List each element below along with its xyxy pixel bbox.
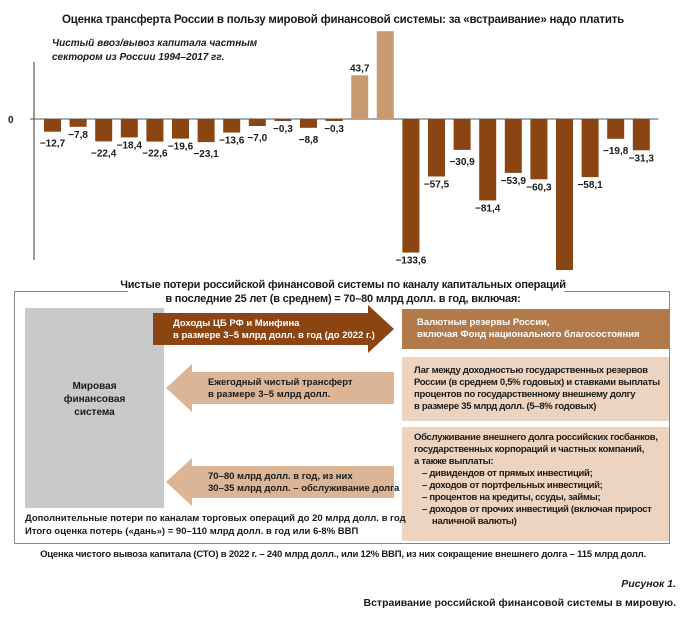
bar-1994	[44, 119, 61, 132]
bar-value-label-2001: −13,6	[219, 136, 245, 147]
bar-1996	[95, 119, 113, 142]
arrow-left-net-transfer	[166, 364, 394, 412]
trade-losses-note: Дополнительные потери по каналам торговы…	[25, 513, 406, 524]
arrow-right-cb-income	[153, 305, 394, 353]
bar-1997	[120, 119, 138, 138]
bar-2004	[300, 119, 317, 128]
arrow1-line-2: в размере 3–5 млрд долл. в год (до 2022 …	[173, 330, 375, 341]
bar-value-label-1999: −19,6	[168, 142, 194, 153]
bar-2009	[428, 119, 445, 177]
bar-2006	[351, 75, 369, 119]
bar-value-label-2012: −53,9	[501, 176, 527, 187]
frame-border-right	[564, 291, 670, 292]
box2-line-1: Лаг между доходностью государственных ре…	[414, 365, 648, 376]
bar-value-label-1994: −12,7	[40, 139, 66, 150]
world-system-line-2: финансовая	[63, 394, 126, 405]
losses-note: Дополнительные потери по каналам торговы…	[25, 512, 406, 538]
world-system-line-3: система	[74, 407, 115, 418]
bar-value-label-1995: −7,8	[68, 130, 88, 141]
bar-2017	[632, 119, 650, 151]
box3-intro-line-1: Обслуживание внешнего долга российских г…	[414, 432, 658, 443]
box2-line-4: в размере 35 млрд долл. (5–8% годовых)	[414, 401, 597, 412]
bar-value-label-2011: −81,4	[475, 203, 501, 214]
arrow2-line-1: Ежегодный чистый трансферт	[208, 377, 353, 388]
list-item: – процентов на кредиты, ссуды, займы;	[422, 492, 601, 503]
bar-value-label-2002: −7,0	[247, 133, 267, 144]
box3-intro-line-3: а также выплаты:	[414, 456, 494, 467]
bar-value-label-2006: 43,7	[350, 63, 370, 74]
bar-2011	[479, 119, 497, 201]
list-item: – доходов от прочих инвестиций (включая …	[422, 504, 652, 527]
bar-2000	[197, 119, 215, 143]
world-financial-system-label: Мировая финансовая система	[25, 380, 164, 419]
payments-list: – дивидендов от прямых инвестиций; – дох…	[414, 468, 657, 528]
bar-value-label-2000: −23,1	[193, 149, 219, 160]
list-item: – дивидендов от прямых инвестиций;	[422, 468, 593, 479]
bar-2005	[325, 119, 343, 121]
bar-2013	[530, 119, 548, 180]
capital-outflow-note: Оценка чистого вывоза капитала (СТО) в 2…	[40, 549, 646, 560]
bar-value-label-2010: −30,9	[449, 157, 475, 168]
reserves-yield-lag-box: Лаг между доходностью государственных ре…	[402, 357, 669, 421]
bar-2001	[223, 119, 241, 133]
arrow3-line-1: 70–80 млрд долл. в год, из них	[208, 471, 353, 482]
chart-title: Оценка трансферта России в пользу мирово…	[61, 14, 625, 26]
arrow2-text: Ежегодный чистый трансферт в размере 3–5…	[208, 377, 353, 401]
chart-subtitle-line-1: Чистый ввоз/вывоз капитала частным	[52, 38, 258, 49]
section-title: Чистые потери российской финансовой сист…	[0, 278, 686, 306]
bar-2015	[581, 119, 599, 178]
arrow1-text: Доходы ЦБ РФ и Минфина в размере 3–5 млр…	[173, 318, 375, 342]
bar-value-label-2005: −0,3	[324, 124, 344, 135]
arrow3-text: 70–80 млрд долл. в год, из них 30–35 млр…	[208, 471, 399, 495]
currency-reserves-box: Валютные резервы России, включая Фонд на…	[402, 309, 669, 349]
bar-value-label-1996: −22,4	[91, 148, 117, 159]
world-financial-system-box	[25, 308, 164, 508]
bar-2014	[556, 119, 573, 270]
bar-1995	[69, 119, 87, 127]
diagram-frame	[14, 291, 670, 544]
box1-line-1: Валютные резервы России,	[417, 317, 550, 328]
arrow3-line-2: 30–35 млрд долл. – обслуживание долга	[208, 483, 400, 494]
arrow1-line-1: Доходы ЦБ РФ и Минфина	[173, 318, 300, 329]
section-title-line-2: в последние 25 лет (в среднем) = 70–80 м…	[165, 293, 521, 305]
figure-caption: Встраивание российской финансовой систем…	[363, 597, 677, 609]
arrow2-line-2: в размере 3–5 млрд долл.	[208, 389, 331, 400]
section-title-line-1: Чистые потери российской финансовой сист…	[120, 279, 566, 291]
bar-2010	[453, 119, 471, 150]
bar-value-label-2016: −19,8	[603, 146, 629, 157]
bar-2016	[607, 119, 625, 139]
arrow-left-debt-service	[166, 458, 394, 506]
box2-line-2: России (в среднем 0,5% годовых) и ставка…	[414, 377, 660, 388]
frame-border-left	[14, 291, 128, 292]
figure-number: Рисунок 1.	[621, 578, 676, 590]
bar-value-label-1997: −18,4	[117, 140, 143, 151]
bar-value-label-2009: −57,5	[424, 180, 450, 191]
box3-intro-line-2: государственных корпораций и частных ком…	[414, 444, 645, 455]
world-system-line-1: Мировая	[72, 381, 117, 392]
bar-value-label-1998: −22,6	[142, 149, 168, 160]
chart-subtitle: Чистый ввоз/вывоз капитала частным секто…	[52, 37, 257, 65]
total-losses-note: Итого оценка потерь («дань») = 90–110 мл…	[25, 526, 359, 537]
bar-value-label-2017: −31,3	[629, 153, 655, 164]
box1-line-2: включая Фонд национального благосостояни…	[417, 329, 640, 340]
external-debt-service-box: Обслуживание внешнего долга российских г…	[402, 427, 669, 541]
bar-value-label-2003: −0,3	[273, 124, 293, 135]
bar-2008	[402, 119, 420, 253]
bar-value-label-2004: −8,8	[299, 135, 319, 146]
bar-2002	[248, 119, 266, 126]
bar-2012	[504, 119, 522, 173]
bar-2003	[274, 119, 292, 121]
bar-2007	[376, 31, 394, 120]
bar-value-label-2013: −60,3	[526, 182, 552, 193]
list-item: – доходов от портфельных инвестиций;	[422, 480, 603, 491]
chart-subtitle-line-2: сектором из России 1994–2017 гг.	[52, 52, 225, 63]
bar-chart: 0 −12,7−7,8−22,4−18,4−22,6−19,6−23,1−13,6…	[8, 30, 659, 270]
zero-tick-label: 0	[8, 115, 14, 126]
bar-1998	[146, 119, 164, 142]
bar-value-label-2008: −133,6	[395, 256, 426, 267]
bar-1999	[172, 119, 189, 139]
box2-line-3: процентов по государственному внешнему д…	[414, 389, 636, 400]
bar-value-label-2015: −58,1	[577, 180, 603, 191]
